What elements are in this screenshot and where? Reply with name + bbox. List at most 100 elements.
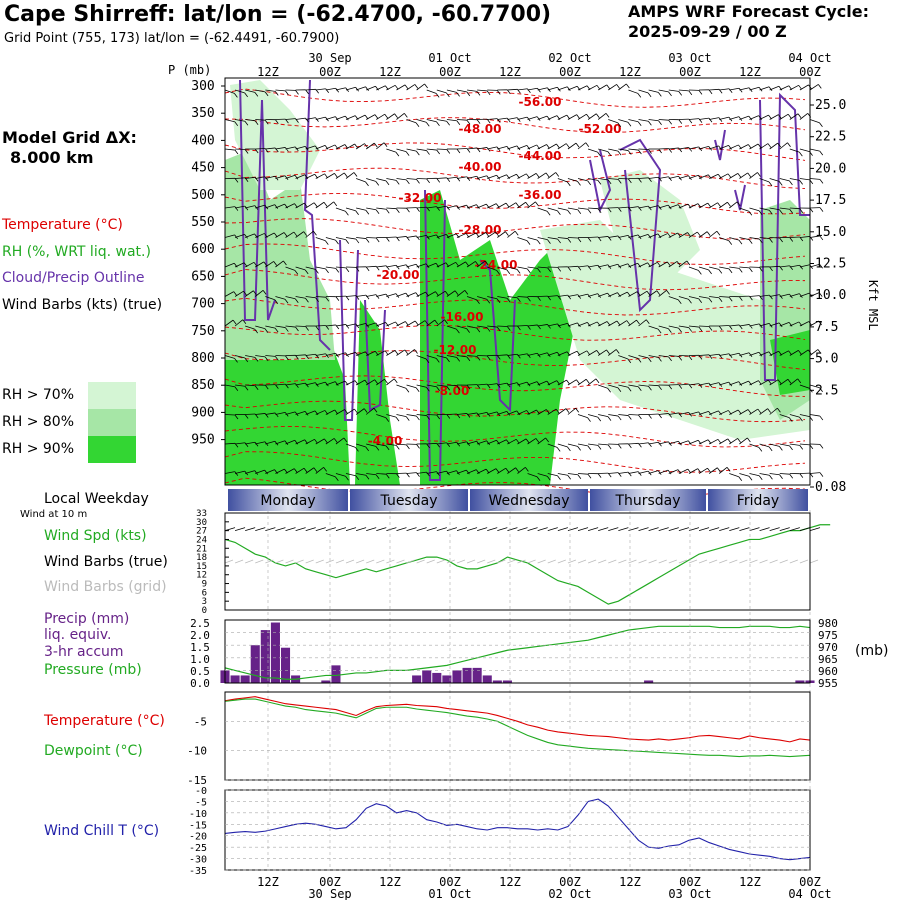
- cross-wind-barb-flag: [535, 173, 540, 178]
- weekday-label: Local Weekday: [44, 491, 149, 507]
- wind-panel-frame: [224, 512, 811, 611]
- cross-wind-barb-flag: [315, 325, 320, 331]
- cross-wind-barb-flag: [658, 357, 662, 362]
- cross-wind-barb: [557, 443, 568, 448]
- top-hour-label: 00Z: [439, 65, 461, 79]
- cross-wind-barb: [456, 119, 467, 121]
- cross-wind-barb-flag: [738, 381, 743, 386]
- cross-wind-barb-flag: [525, 202, 530, 207]
- precip-bar: [644, 680, 654, 683]
- cross-wind-barb: [376, 207, 387, 210]
- isotherm-7: [224, 269, 806, 291]
- cross-wind-barb: [648, 233, 659, 238]
- cross-wind-barb: [588, 443, 599, 446]
- cross-wind-barb-flag: [365, 446, 370, 452]
- cross-wind-barb-flag: [335, 239, 339, 245]
- cross-wind-barb: [749, 172, 758, 179]
- cross-wind-barb-flag: [516, 410, 521, 416]
- cross-wind-barb: [779, 142, 788, 150]
- cross-wind-barb-flag: [305, 326, 309, 331]
- cross-wind-barb-flag: [244, 385, 249, 391]
- cross-wind-barb-flag: [706, 231, 711, 236]
- true-wind-barb: [779, 527, 790, 532]
- cross-wind-barb: [719, 296, 730, 298]
- grid-wind-barb: [688, 559, 698, 564]
- cross-wind-barb: [325, 87, 336, 91]
- cross-wind-barb-flag: [515, 202, 520, 207]
- cross-wind-barb-flag: [295, 383, 299, 388]
- cross-wind-barb-flag: [597, 445, 602, 450]
- cross-wind-barb: [224, 319, 234, 327]
- isotherm-0: [224, 88, 806, 108]
- cross-wind-barb-flag: [697, 468, 702, 473]
- precip-bar: [502, 680, 512, 683]
- cross-wind-barb-flag: [254, 233, 258, 239]
- wind-tick-label: 30: [196, 518, 207, 528]
- grid-wind-barb: [799, 559, 809, 564]
- cross-wind-barb-flag: [647, 92, 652, 98]
- cross-wind-barb: [406, 472, 417, 474]
- cross-wind-barb-flag: [688, 299, 692, 304]
- cross-wind-barb-flag: [748, 115, 753, 121]
- grid-wind-barb: [567, 559, 577, 564]
- cross-wind-barb: [698, 382, 709, 386]
- legend-wind-chill: Wind Chill T (°C): [44, 823, 160, 839]
- cross-wind-barb: [467, 355, 478, 357]
- cross-wind-barb: [809, 263, 820, 268]
- cross-wind-barb: [809, 235, 820, 238]
- bottom-date-label: 03 Oct: [668, 887, 711, 900]
- isotherm-12: [224, 400, 806, 423]
- cross-wind-barb: [376, 142, 385, 150]
- cross-wind-barb-flag: [313, 202, 318, 207]
- grid-wind-barb: [315, 559, 324, 564]
- cross-wind-barb-flag: [355, 447, 359, 452]
- grid-wind-barb: [577, 559, 587, 564]
- cross-wind-barb: [275, 260, 284, 268]
- top-hour-label: 00Z: [679, 65, 701, 79]
- cross-wind-barb: [345, 351, 356, 356]
- cross-wind-barb-flag: [536, 239, 541, 245]
- chill-tick-label: -15: [189, 820, 207, 831]
- chill-tick-label: -0: [195, 786, 207, 797]
- cross-wind-barb: [356, 323, 366, 327]
- cross-wind-barb: [305, 410, 316, 415]
- cross-wind-barb-flag: [789, 237, 794, 242]
- cross-wind-barb-flag: [416, 415, 420, 421]
- cross-wind-barb: [678, 296, 689, 300]
- cross-wind-barb-flag: [234, 121, 239, 126]
- cross-wind-barb: [396, 148, 407, 152]
- cross-wind-barb-flag: [657, 233, 662, 239]
- cross-wind-barb: [376, 113, 385, 120]
- cross-wind-barb: [325, 144, 336, 150]
- cross-wind-barb: [567, 178, 578, 182]
- cross-wind-barb-flag: [557, 238, 561, 244]
- cross-wind-barb: [567, 142, 577, 150]
- cross-wind-barb: [739, 237, 750, 240]
- cross-wind-barb-flag: [263, 261, 268, 267]
- cross-wind-barb-flag: [294, 175, 299, 180]
- cross-wind-barb: [507, 202, 517, 209]
- cross-wind-barb: [446, 470, 457, 474]
- grid-wind-barb: [376, 559, 385, 564]
- cross-wind-barb: [608, 84, 617, 91]
- cross-wind-barb-flag: [545, 437, 549, 443]
- cross-wind-barb-flag: [355, 210, 359, 215]
- precip-bar: [270, 622, 280, 683]
- cross-wind-barb-flag: [607, 151, 612, 156]
- cross-wind-barb: [224, 355, 235, 359]
- cross-wind-barb-flag: [617, 150, 622, 156]
- bottom-hour-label: 12Z: [739, 875, 761, 889]
- cross-wind-barb-flag: [738, 296, 743, 301]
- legend-rh90-label: RH > 90%: [2, 441, 75, 457]
- cross-wind-barb-flag: [426, 178, 430, 184]
- cross-wind-barb: [809, 472, 820, 474]
- cross-wind-barb: [547, 380, 557, 386]
- cross-wind-barb-flag: [476, 91, 481, 96]
- cross-wind-barb-flag: [426, 443, 430, 449]
- bottom-hour-label: 12Z: [619, 875, 641, 889]
- cross-wind-barb-flag: [505, 231, 509, 236]
- grid-wind-barb: [708, 559, 718, 564]
- cross-wind-barb: [507, 353, 518, 356]
- cross-wind-barb: [709, 296, 720, 299]
- cross-wind-barb: [567, 265, 578, 268]
